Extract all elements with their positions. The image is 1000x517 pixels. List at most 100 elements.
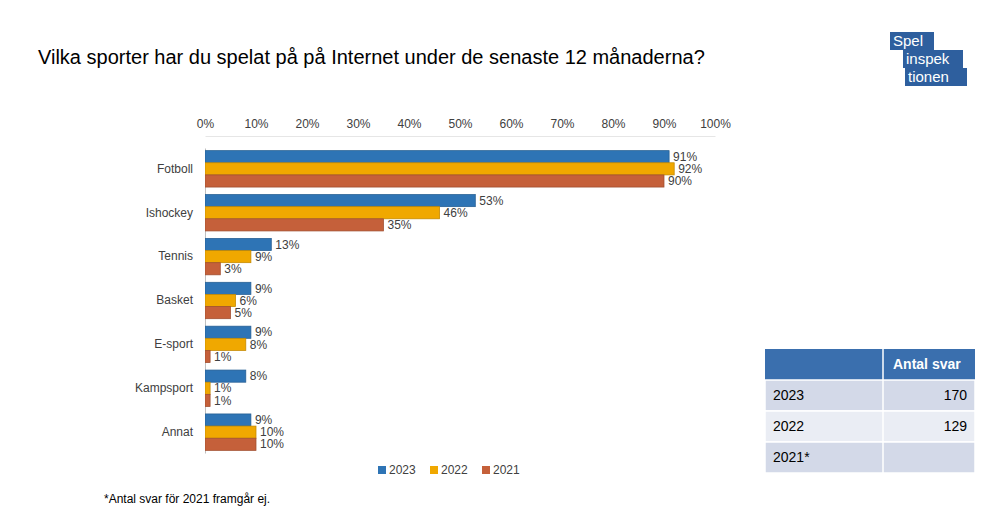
- legend-label: 2021: [493, 463, 520, 477]
- x-tick: 80%: [601, 117, 625, 136]
- bar: [205, 426, 256, 438]
- bar: [205, 151, 669, 163]
- data-label: 1%: [214, 350, 232, 364]
- x-tick: 10%: [244, 117, 268, 136]
- data-label: 5%: [235, 306, 253, 320]
- bar: [205, 370, 246, 382]
- data-label: 3%: [224, 262, 242, 276]
- x-tick: 100%: [700, 117, 731, 136]
- bar: [205, 307, 231, 319]
- table-divider: [882, 349, 884, 473]
- table-cell: 2022: [773, 418, 804, 434]
- bar: [205, 238, 271, 250]
- logo-block: [890, 32, 934, 50]
- data-labels: 91%53%13%9%9%8%9%92%46%9%6%8%1%10%90%35%…: [214, 150, 702, 452]
- x-tick-label: 40%: [397, 117, 421, 131]
- table: Antal svar202317020221292021*: [765, 349, 975, 473]
- x-tick-label: 70%: [550, 117, 574, 131]
- y-tick-label: Basket: [156, 293, 193, 307]
- bar: [205, 282, 251, 294]
- data-label: 35%: [388, 218, 412, 232]
- x-tick-label: 60%: [499, 117, 523, 131]
- x-tick: 50%: [448, 117, 472, 136]
- data-label: 53%: [479, 194, 503, 208]
- x-tick: 30%: [346, 117, 370, 136]
- data-label: 8%: [250, 369, 268, 383]
- y-tick-label: Ishockey: [146, 206, 193, 220]
- y-tick: Basket: [156, 293, 205, 307]
- data-label: 46%: [444, 206, 468, 220]
- y-tick: Tennis: [158, 249, 205, 263]
- x-tick: 70%: [550, 117, 574, 136]
- bars: [205, 151, 674, 451]
- table-header: [765, 349, 975, 380]
- x-axis: 0% 10% 20% 30% 40% 50% 60% 70% 80% 90% 100%: [197, 117, 731, 137]
- chart-root: Vilka sporter har du spelat på på Intern…: [0, 0, 1000, 517]
- x-tick-label: 20%: [295, 117, 319, 131]
- x-tick-label: 90%: [652, 117, 676, 131]
- data-label: 90%: [668, 174, 692, 188]
- x-tick: 90%: [652, 117, 676, 136]
- y-tick-label: Kampsport: [135, 381, 194, 395]
- x-tick: 60%: [499, 117, 523, 136]
- data-label: 1%: [214, 394, 232, 408]
- table-header-cell: Antal svar: [893, 356, 961, 372]
- table-row: [765, 380, 975, 411]
- logo-text: Spel: [893, 32, 923, 49]
- logo: Spelinspektionen: [890, 32, 967, 86]
- logo-text: inspek: [906, 50, 950, 67]
- data-label: 9%: [255, 250, 273, 264]
- data-label: 10%: [260, 437, 284, 451]
- y-tick: Fotboll: [157, 162, 205, 176]
- bar: [205, 294, 236, 306]
- legend-swatch: [430, 466, 438, 474]
- data-label: 13%: [275, 238, 299, 252]
- y-tick: Annat: [162, 425, 205, 439]
- bar: [205, 219, 384, 231]
- y-axis: Fotboll Ishockey Tennis Basket E-sport Kampsp…: [135, 149, 206, 454]
- footnote: *Antal svar för 2021 framgår ej.: [104, 492, 270, 506]
- bar: [205, 251, 251, 263]
- table-cell: 170: [944, 387, 968, 403]
- chart-title: Vilka sporter har du spelat på på Intern…: [38, 46, 705, 68]
- legend-label: 2022: [441, 463, 468, 477]
- y-tick-label: E-sport: [154, 337, 193, 351]
- x-tick-label: 10%: [244, 117, 268, 131]
- table-cell: 2023: [773, 387, 804, 403]
- x-tick-label: 0%: [197, 117, 215, 131]
- y-tick-label: Tennis: [158, 249, 193, 263]
- y-tick-label: Annat: [162, 425, 194, 439]
- legend-label: 2023: [389, 463, 416, 477]
- x-tick: 0%: [197, 117, 215, 136]
- x-tick: 40%: [397, 117, 421, 136]
- bar: [205, 338, 246, 350]
- legend-swatch: [482, 466, 490, 474]
- y-tick: Kampsport: [135, 381, 205, 395]
- data-label: 8%: [250, 338, 268, 352]
- bar: [205, 350, 210, 362]
- bar: [205, 263, 220, 275]
- logo-block: [903, 50, 963, 68]
- bar: [205, 394, 210, 406]
- bar: [205, 326, 251, 338]
- logo-text: tionen: [908, 68, 949, 85]
- bar: [205, 414, 251, 426]
- table-row: [765, 411, 975, 442]
- bar: [205, 207, 440, 219]
- legend: 2023 2022 2021: [378, 463, 520, 477]
- legend-swatch: [378, 466, 386, 474]
- table-row: [765, 442, 975, 473]
- x-tick-label: 30%: [346, 117, 370, 131]
- x-axis-line: [206, 136, 716, 137]
- x-tick-label: 100%: [700, 117, 731, 131]
- y-tick: Ishockey: [146, 206, 205, 220]
- bar: [205, 175, 664, 187]
- bar: [205, 382, 210, 394]
- x-tick: 20%: [295, 117, 319, 136]
- bar: [205, 195, 475, 207]
- bar: [205, 163, 674, 175]
- x-tick-label: 50%: [448, 117, 472, 131]
- bar: [205, 438, 256, 450]
- data-label: 9%: [255, 282, 273, 296]
- table-cell: 129: [944, 418, 968, 434]
